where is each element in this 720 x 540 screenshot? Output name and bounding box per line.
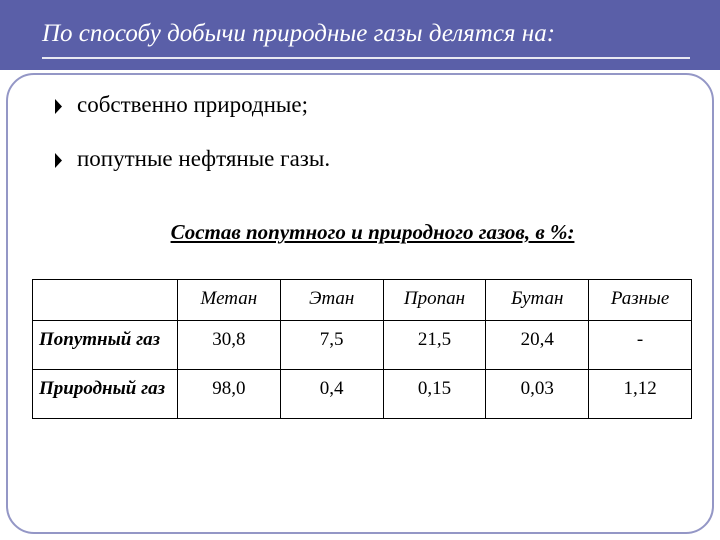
composition-table: Метан Этан Пропан Бутан Разные Попутный … xyxy=(32,279,692,419)
header-underline xyxy=(42,57,690,59)
cell: 7,5 xyxy=(280,321,383,370)
table-row: Попутный газ 30,8 7,5 21,5 20,4 - xyxy=(33,321,692,370)
header-band: По способу добычи природные газы делятся… xyxy=(0,0,720,70)
cell: 0,15 xyxy=(383,370,486,419)
table-wrap: Метан Этан Пропан Бутан Разные Попутный … xyxy=(0,279,720,419)
cell: 1,12 xyxy=(589,370,692,419)
table-row: Природный газ 98,0 0,4 0,15 0,03 1,12 xyxy=(33,370,692,419)
table-header-row: Метан Этан Пропан Бутан Разные xyxy=(33,280,692,321)
content-area: собственно природные; попутные нефтяные … xyxy=(0,70,720,245)
cell: - xyxy=(589,321,692,370)
col-header-empty xyxy=(33,280,178,321)
cell: 20,4 xyxy=(486,321,589,370)
table-subtitle: Состав попутного и природного газов, в %… xyxy=(55,220,690,245)
row-label-associated: Попутный газ xyxy=(33,321,178,370)
cell: 21,5 xyxy=(383,321,486,370)
row-label-natural: Природный газ xyxy=(33,370,178,419)
cell: 0,4 xyxy=(280,370,383,419)
cell: 98,0 xyxy=(177,370,280,419)
page-title: По способу добычи природные газы делятся… xyxy=(42,20,690,48)
col-header-ethane: Этан xyxy=(280,280,383,321)
bullet-item-1: собственно природные; xyxy=(55,92,690,118)
col-header-propane: Пропан xyxy=(383,280,486,321)
col-header-methane: Метан xyxy=(177,280,280,321)
cell: 0,03 xyxy=(486,370,589,419)
col-header-butane: Бутан xyxy=(486,280,589,321)
col-header-other: Разные xyxy=(589,280,692,321)
bullet-list: собственно природные; попутные нефтяные … xyxy=(55,92,690,172)
bullet-item-2: попутные нефтяные газы. xyxy=(55,146,690,172)
cell: 30,8 xyxy=(177,321,280,370)
